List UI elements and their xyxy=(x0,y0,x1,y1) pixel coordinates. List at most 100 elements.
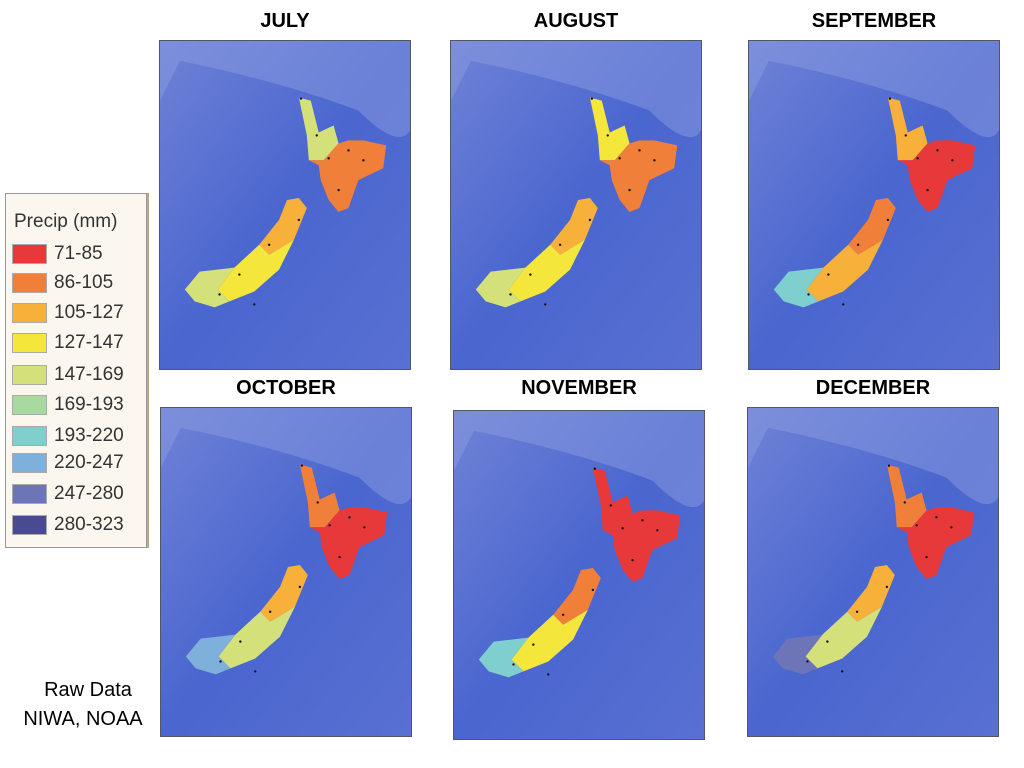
station xyxy=(254,670,257,673)
station xyxy=(638,149,641,152)
shelf xyxy=(451,41,701,138)
panel-title: NOVEMBER xyxy=(521,377,637,399)
station xyxy=(925,555,928,559)
south-island-mid xyxy=(217,239,294,302)
station xyxy=(888,97,892,100)
station xyxy=(936,149,939,152)
shelf xyxy=(748,408,998,505)
panel-title: JULY xyxy=(260,10,310,32)
station xyxy=(621,527,624,530)
north-island-top xyxy=(298,97,339,161)
station xyxy=(842,303,845,306)
station xyxy=(338,555,341,559)
south-island-mid xyxy=(218,606,295,669)
shelf xyxy=(749,41,999,138)
panel-title: DECEMBER xyxy=(815,377,931,399)
station xyxy=(826,640,829,643)
panel-title: OCTOBER xyxy=(236,377,336,399)
map xyxy=(748,408,998,736)
south-island-mid xyxy=(511,609,588,672)
station xyxy=(807,293,810,296)
panel-title: SEPTEMBER xyxy=(811,10,937,32)
station xyxy=(267,243,271,246)
legend-swatch xyxy=(12,426,47,446)
legend-swatch xyxy=(12,365,47,385)
map-panel xyxy=(748,40,1000,370)
south-island-north xyxy=(259,198,307,255)
station xyxy=(631,558,634,562)
map-panel xyxy=(159,40,411,370)
legend-label: 105-127 xyxy=(54,302,124,323)
station xyxy=(588,218,592,222)
station xyxy=(916,157,919,160)
station xyxy=(591,588,595,592)
legend-label: 220-247 xyxy=(54,452,124,473)
legend-swatch xyxy=(12,515,47,535)
station xyxy=(609,504,612,507)
south-island-tail xyxy=(185,634,236,675)
map xyxy=(161,408,411,736)
station xyxy=(299,97,303,100)
legend-label: 193-220 xyxy=(54,425,124,446)
station xyxy=(618,157,621,160)
source-line: Raw Data xyxy=(44,679,132,701)
station xyxy=(529,273,532,276)
station xyxy=(806,660,809,663)
station xyxy=(561,613,565,616)
station xyxy=(606,134,609,137)
south-island-tail xyxy=(478,637,529,678)
station xyxy=(950,526,953,529)
legend-swatch xyxy=(12,453,47,473)
station xyxy=(509,293,512,296)
station xyxy=(656,529,659,532)
south-island-tail xyxy=(772,634,823,675)
station xyxy=(951,159,954,162)
station xyxy=(885,585,889,589)
station xyxy=(935,516,938,519)
station xyxy=(218,293,221,296)
station xyxy=(856,243,860,246)
station xyxy=(316,501,319,504)
map-panel xyxy=(160,407,412,737)
station xyxy=(348,516,351,519)
south-island-north xyxy=(550,198,598,255)
south-island-mid xyxy=(805,606,882,669)
map-panel xyxy=(747,407,999,737)
source-line: NIWA, NOAA xyxy=(23,708,143,730)
station xyxy=(239,640,242,643)
station xyxy=(238,273,241,276)
south-island-north xyxy=(848,198,896,255)
shelf xyxy=(454,411,704,508)
station xyxy=(641,519,644,522)
station xyxy=(327,157,330,160)
south-island-north xyxy=(260,565,308,622)
station xyxy=(297,218,301,222)
legend-swatch xyxy=(12,273,47,293)
north-island-top xyxy=(886,464,927,528)
legend: Precip (mm) 71-85 86-105 105-127 127-147 147… xyxy=(5,193,147,548)
legend-label: 280-323 xyxy=(54,514,124,535)
legend-swatch xyxy=(12,244,47,264)
south-island-mid xyxy=(806,239,883,302)
legend-label: 147-169 xyxy=(54,364,124,385)
station xyxy=(512,663,515,666)
station xyxy=(363,526,366,529)
legend-label: 127-147 xyxy=(54,332,124,353)
station xyxy=(904,134,907,137)
station xyxy=(558,243,562,246)
station xyxy=(841,670,844,673)
legend-label: 86-105 xyxy=(54,272,114,293)
legend-title: Precip (mm) xyxy=(14,211,118,232)
station xyxy=(915,524,918,527)
north-island-top xyxy=(887,97,928,161)
station xyxy=(315,134,318,137)
south-island-tail xyxy=(773,267,824,308)
south-island-tail xyxy=(475,267,526,308)
station xyxy=(886,218,890,222)
station xyxy=(219,660,222,663)
station xyxy=(268,610,272,613)
legend-label: 169-193 xyxy=(54,394,124,415)
map-panel xyxy=(450,40,702,370)
north-island-top xyxy=(299,464,340,528)
